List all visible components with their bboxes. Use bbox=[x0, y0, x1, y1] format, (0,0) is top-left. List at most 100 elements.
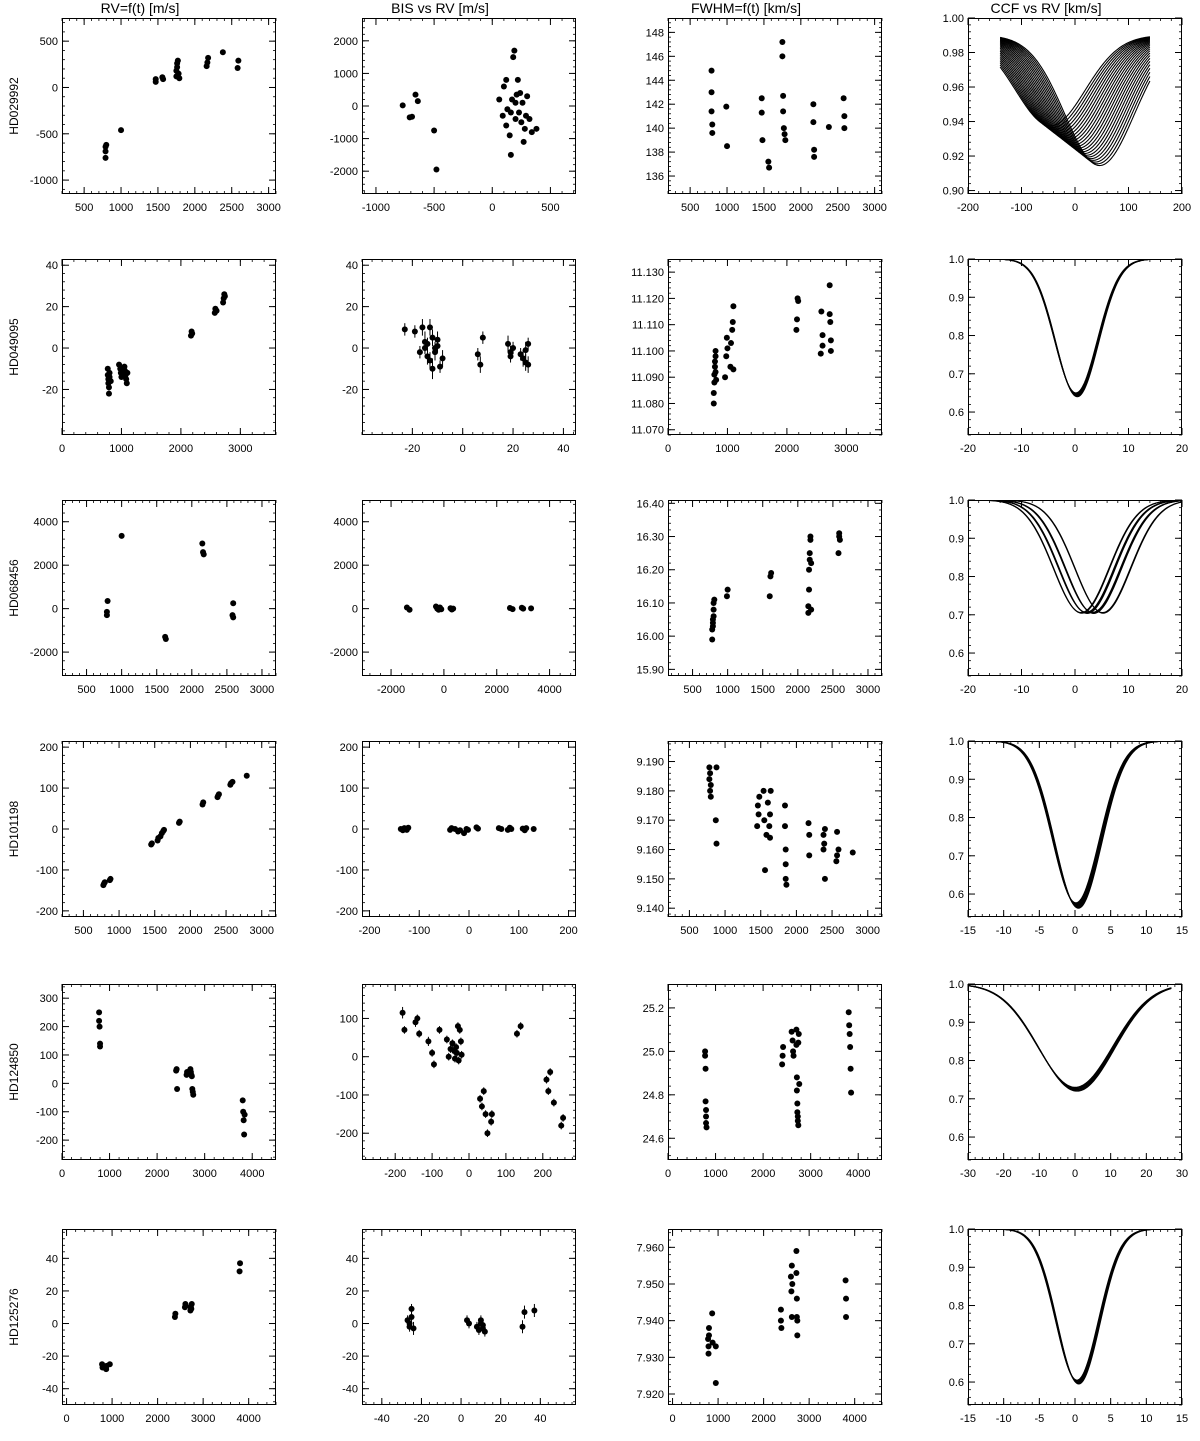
ccf-curve bbox=[989, 259, 1161, 397]
data-point bbox=[780, 92, 787, 99]
data-point bbox=[723, 103, 730, 110]
data-point bbox=[517, 1023, 524, 1030]
y-tick-label: 0.8 bbox=[949, 813, 964, 825]
ccf-curve bbox=[1000, 36, 1151, 167]
panel-r5-c1: 0 1000 2000 3000 4000 -200 -100 0 100 200 300 bbox=[36, 984, 276, 1180]
data-point bbox=[713, 376, 720, 383]
y-tick-label: 4000 bbox=[334, 517, 358, 529]
data-point bbox=[433, 166, 440, 173]
y-tick-label: 200 bbox=[40, 742, 58, 754]
data-point bbox=[204, 59, 211, 66]
data-point bbox=[788, 1314, 795, 1320]
y-tick-label: 0.9 bbox=[949, 1017, 964, 1029]
data-point bbox=[234, 65, 241, 72]
data-point bbox=[436, 1026, 443, 1033]
data-point bbox=[103, 141, 110, 148]
y-tick-label: 0 bbox=[52, 1319, 58, 1331]
plot-frame bbox=[968, 984, 1182, 1160]
data-point bbox=[730, 366, 737, 373]
x-tick-label: 20 bbox=[1176, 684, 1188, 696]
ccf-curve bbox=[989, 259, 1161, 398]
plot-frame bbox=[62, 500, 276, 676]
data-point bbox=[205, 54, 212, 61]
data-point bbox=[522, 347, 529, 354]
y-tick-label: -1000 bbox=[330, 134, 358, 146]
x-tick-label: 1500 bbox=[748, 925, 772, 937]
data-point bbox=[826, 282, 833, 289]
y-tick-label: -100 bbox=[336, 865, 358, 877]
ccf-curve bbox=[968, 985, 1172, 1088]
x-tick-label: 3000 bbox=[228, 443, 252, 455]
y-tick-label: 0.8 bbox=[949, 331, 964, 343]
data-point bbox=[414, 1015, 421, 1022]
data-point bbox=[241, 1111, 248, 1118]
panel-r5-c3: 0 1000 2000 3000 4000 24.6 24.8 25.0 25.2 bbox=[643, 984, 882, 1180]
x-tick-label: -15 bbox=[960, 1413, 976, 1425]
data-point bbox=[722, 374, 729, 381]
data-point bbox=[104, 598, 111, 605]
y-tick-label: 136 bbox=[646, 171, 664, 183]
panel-r2-c2: -20 0 20 40 -20 0 20 40 bbox=[342, 259, 576, 455]
y-tick-label: -200 bbox=[36, 1135, 58, 1147]
ccf-curve bbox=[968, 500, 1182, 614]
data-point bbox=[777, 1306, 784, 1313]
data-point bbox=[806, 550, 813, 557]
y-tick-label: -20 bbox=[342, 1351, 358, 1363]
x-tick-label: 1000 bbox=[109, 202, 133, 214]
data-point bbox=[519, 99, 526, 106]
data-point bbox=[713, 764, 720, 771]
data-point bbox=[706, 776, 713, 783]
data-point bbox=[235, 57, 242, 64]
x-tick-label: 5 bbox=[1108, 925, 1114, 937]
data-point bbox=[710, 613, 717, 620]
data-point bbox=[439, 355, 446, 362]
data-point bbox=[702, 1052, 709, 1059]
data-point bbox=[524, 93, 531, 100]
data-point bbox=[474, 825, 481, 832]
plot-frame bbox=[62, 1229, 276, 1405]
y-tick-label: 0.6 bbox=[949, 407, 964, 419]
x-tick-label: -20 bbox=[996, 1168, 1012, 1180]
y-tick-label: 0.96 bbox=[943, 82, 964, 94]
data-point bbox=[709, 129, 716, 136]
data-point bbox=[175, 70, 182, 77]
data-point bbox=[519, 1323, 526, 1330]
ccf-curve bbox=[968, 500, 1182, 614]
data-point bbox=[521, 1309, 528, 1316]
y-tick-label: 0 bbox=[52, 1078, 58, 1090]
panel-r6-c1: 0 1000 2000 3000 4000 -40 -20 0 20 40 bbox=[42, 1229, 277, 1425]
data-point bbox=[102, 154, 109, 161]
y-tick-label: 0.7 bbox=[949, 369, 964, 381]
y-tick-label: 16.00 bbox=[636, 631, 664, 643]
x-tick-label: 1500 bbox=[146, 202, 170, 214]
x-tick-label: 1000 bbox=[713, 925, 737, 937]
data-point bbox=[712, 368, 719, 375]
y-tick-label: 16.20 bbox=[636, 565, 664, 577]
y-tick-label: 0.7 bbox=[949, 1094, 964, 1106]
x-tick-label: 0 bbox=[489, 202, 495, 214]
data-point bbox=[405, 824, 412, 831]
data-point bbox=[401, 1026, 408, 1033]
x-tick-label: 0 bbox=[1072, 925, 1078, 937]
data-point bbox=[761, 817, 768, 824]
x-tick-label: 3000 bbox=[862, 202, 886, 214]
data-point bbox=[708, 108, 715, 115]
data-point bbox=[808, 560, 815, 567]
y-tick-label: 0.8 bbox=[949, 572, 964, 584]
y-tick-label: 0.8 bbox=[949, 1301, 964, 1313]
y-tick-label: 24.8 bbox=[643, 1090, 664, 1102]
y-tick-label: 0.6 bbox=[949, 1377, 964, 1389]
ccf-curve bbox=[996, 1229, 1168, 1384]
x-tick-label: -100 bbox=[421, 1168, 443, 1180]
data-point bbox=[728, 340, 735, 347]
data-point bbox=[705, 1350, 712, 1357]
data-point bbox=[707, 770, 714, 777]
data-point bbox=[712, 1343, 719, 1350]
data-point bbox=[754, 802, 761, 809]
x-tick-label: -10 bbox=[1014, 684, 1030, 696]
data-point bbox=[511, 47, 518, 54]
data-point bbox=[188, 1305, 195, 1312]
y-tick-label: 20 bbox=[346, 302, 358, 314]
data-point bbox=[432, 349, 439, 356]
